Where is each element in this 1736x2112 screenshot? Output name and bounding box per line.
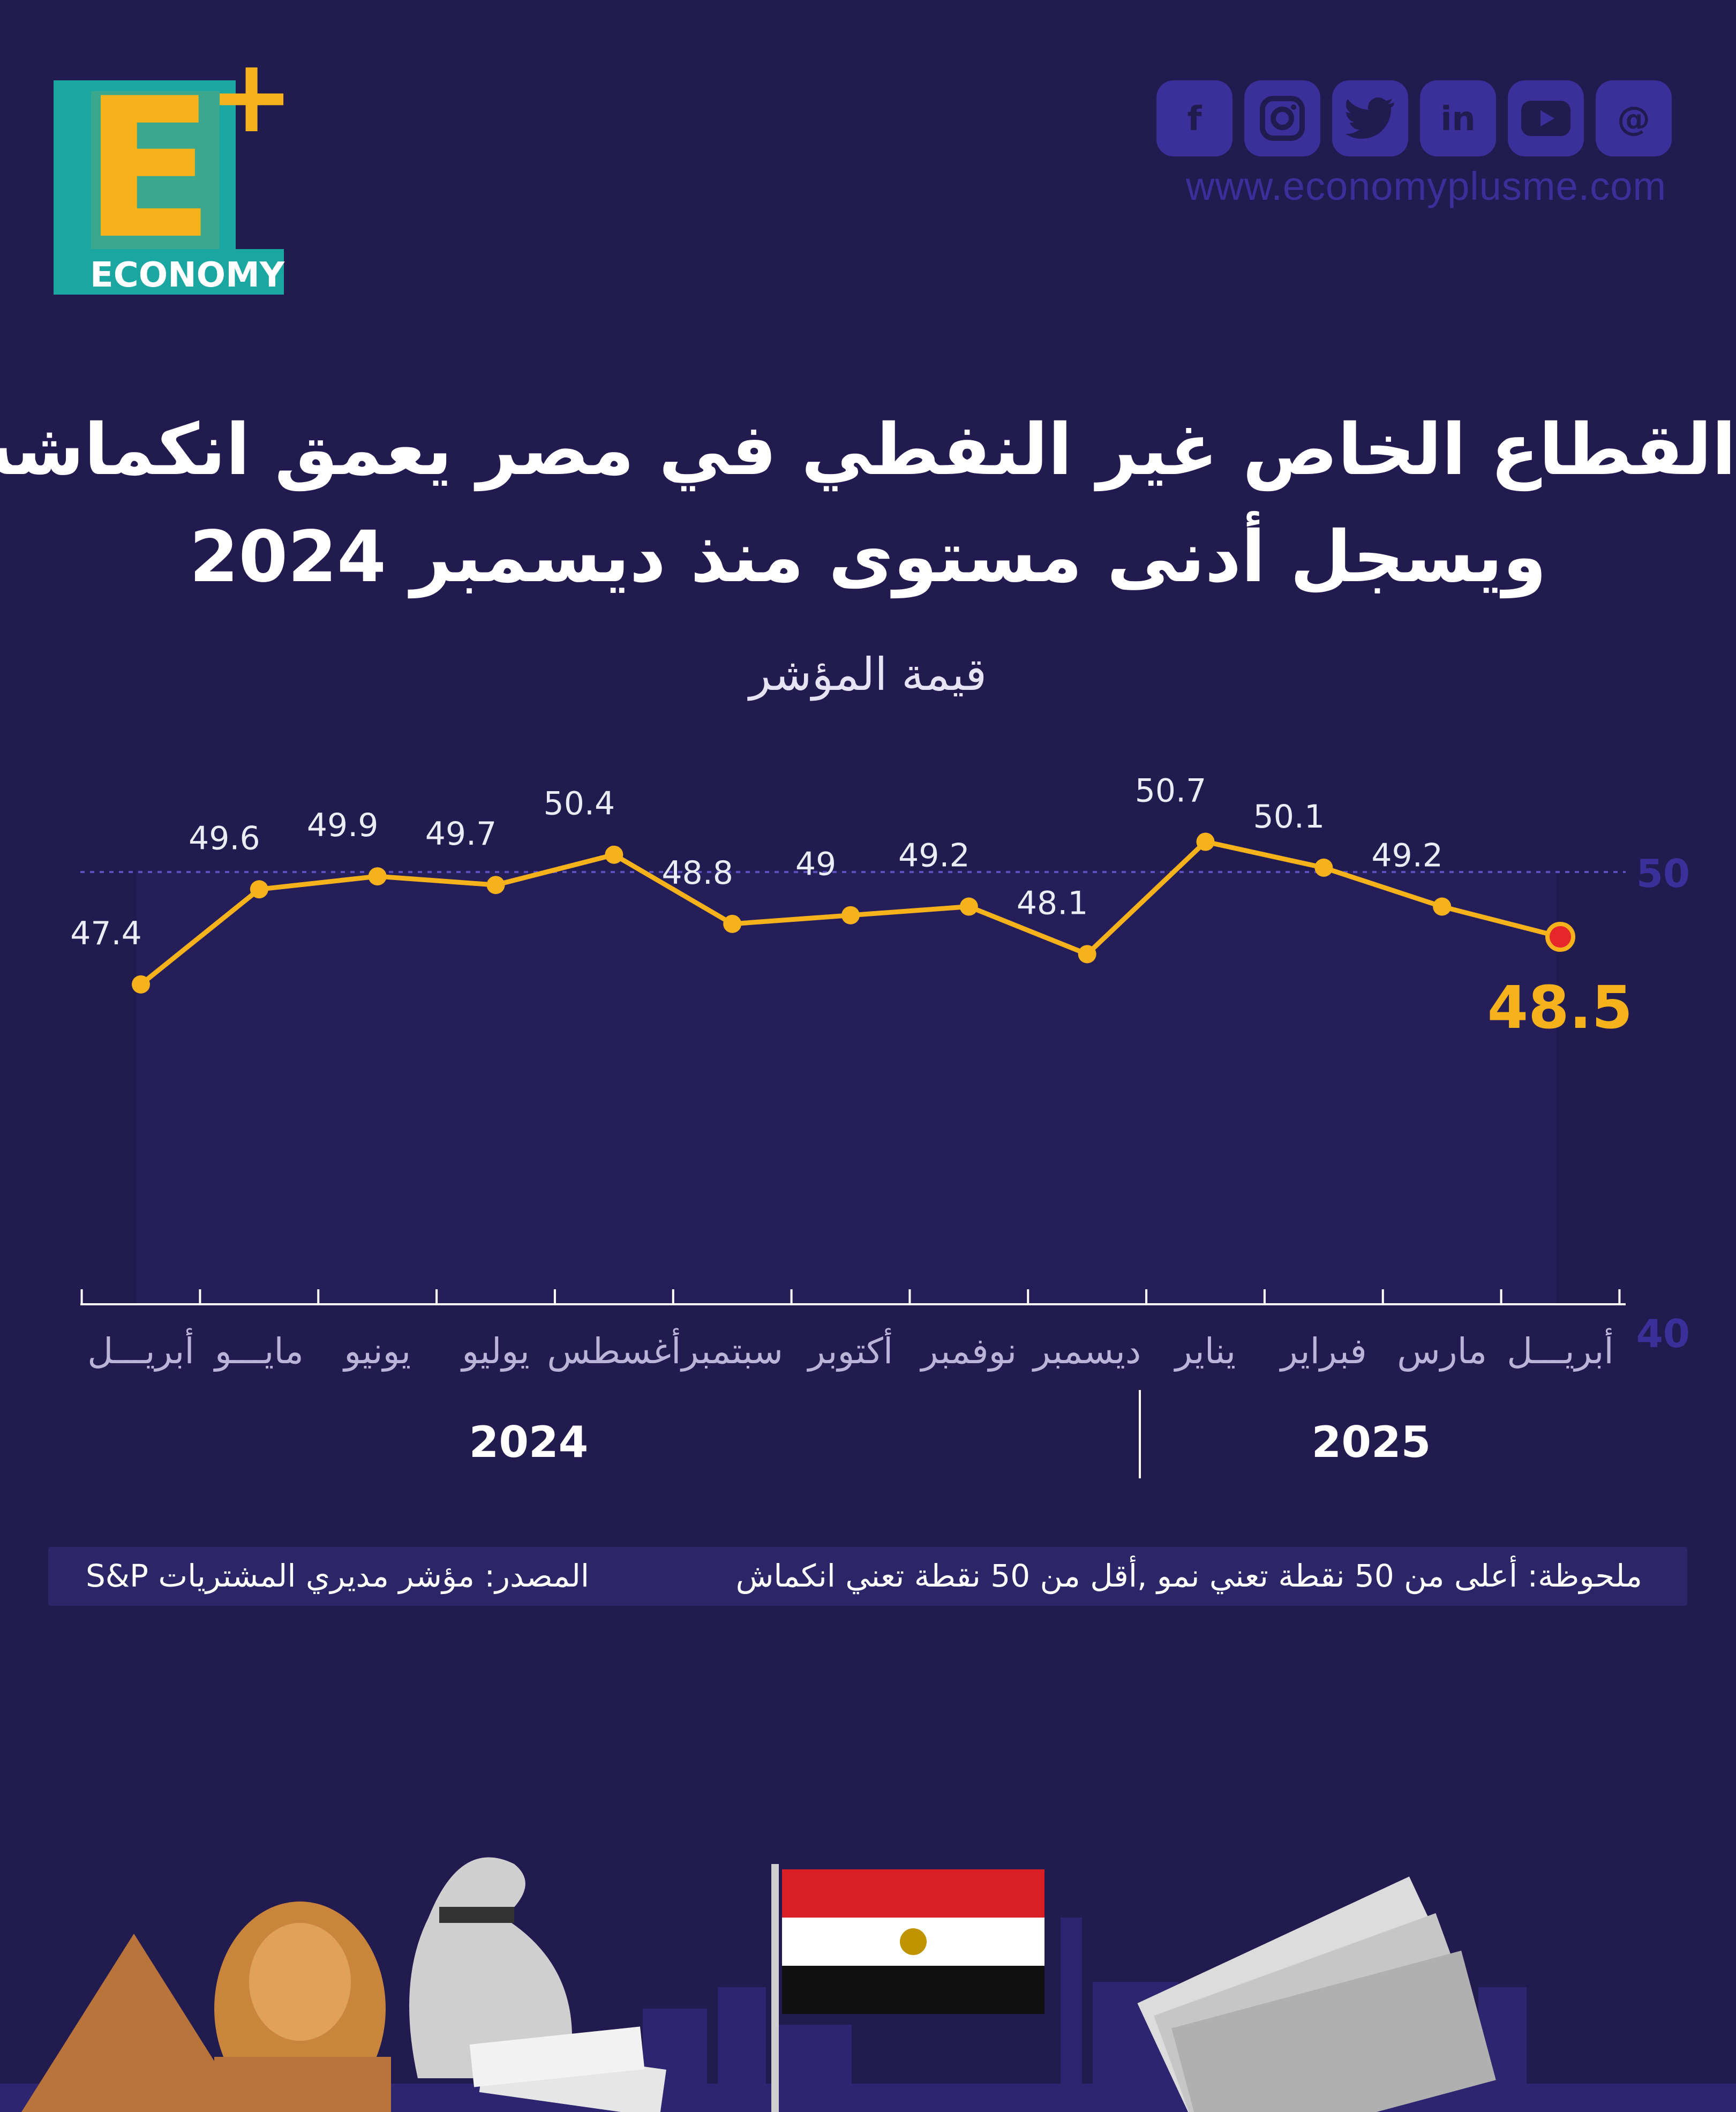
- footer-source: المصدر: مؤشر مديري المشتريات S&P: [86, 1558, 590, 1594]
- title-line-2: ويسجل أدنى مستوى منذ ديسمبر 2024: [189, 516, 1547, 598]
- plot-background: [137, 870, 1556, 1304]
- instagram-icon[interactable]: [1244, 80, 1320, 156]
- data-point: [841, 906, 860, 925]
- data-label: 47.4: [70, 915, 142, 952]
- data-point: [250, 880, 268, 899]
- banknotes-icon: [1137, 1876, 1496, 2112]
- y-axis-label: قيمة المؤشر: [749, 648, 987, 701]
- logo-text: ECONOMY: [90, 255, 285, 295]
- x-tick-label: أغسطس: [547, 1328, 681, 1372]
- data-point: [1545, 922, 1575, 952]
- twitter-icon[interactable]: [1332, 80, 1408, 156]
- x-tick-label: يونيو: [342, 1331, 411, 1372]
- social-icons: f in @: [1156, 80, 1672, 156]
- data-label: 48.1: [1017, 884, 1088, 922]
- data-point: [959, 897, 978, 916]
- facebook-icon[interactable]: f: [1156, 80, 1233, 156]
- year-label-2024: 2024: [469, 1417, 589, 1467]
- x-tick-label: يناير: [1174, 1331, 1236, 1372]
- x-tick-label: أبريـــل: [1507, 1328, 1613, 1372]
- x-tick-label: مارس: [1397, 1331, 1487, 1372]
- economy-plus-logo: E + ECONOMY: [54, 59, 294, 295]
- data-label: 49: [795, 846, 836, 883]
- x-tick-label: مايـــو: [213, 1331, 304, 1372]
- website-link[interactable]: www.economyplusme.com: [1186, 164, 1666, 208]
- threads-icon[interactable]: @: [1596, 80, 1672, 156]
- x-tick-label: فبراير: [1279, 1331, 1367, 1372]
- year-label-2025: 2025: [1312, 1417, 1431, 1467]
- data-point: [1196, 832, 1215, 851]
- title-line-1: القطاع الخاص غير النفطي في مصر يعمق انكم…: [0, 409, 1736, 491]
- data-label: 49.6: [189, 820, 260, 857]
- x-tick-label: نوفمبر: [920, 1331, 1017, 1372]
- egypt-illustration: [0, 1857, 1736, 2112]
- linkedin-icon[interactable]: in: [1420, 80, 1496, 156]
- data-point: [368, 867, 387, 886]
- data-point: [486, 876, 505, 895]
- line-chart: 50 40 47.4 49.6 49.9 49.7 50.4 48.8 49 49.2 48.1…: [70, 772, 1690, 1478]
- y-tick-40: 40: [1636, 1311, 1690, 1356]
- y-tick-50: 50: [1636, 851, 1690, 896]
- data-label: 49.9: [307, 807, 379, 844]
- data-point: [1314, 858, 1333, 877]
- footer-bar: [48, 1547, 1687, 1606]
- x-tick-label: أبريـــل: [87, 1328, 194, 1372]
- data-label: 50.4: [544, 785, 615, 823]
- youtube-icon[interactable]: [1508, 80, 1584, 156]
- data-label: 50.1: [1253, 798, 1325, 836]
- x-tick-label: أكتوبر: [807, 1328, 893, 1372]
- pyramid-icon: [21, 1934, 246, 2112]
- data-point: [1078, 945, 1096, 964]
- logo-plus: +: [209, 59, 294, 155]
- data-point: [1433, 897, 1452, 916]
- cash-stack-icon: [469, 2026, 666, 2112]
- data-label: 50.7: [1135, 772, 1207, 810]
- data-label-last: 48.5: [1487, 973, 1633, 1042]
- chart-title: القطاع الخاص غير النفطي في مصر يعمق انكم…: [0, 396, 1736, 611]
- egypt-flag-icon: [771, 1864, 1044, 2112]
- data-label: 49.2: [1371, 837, 1443, 875]
- x-tick-label: ديسمبر: [1032, 1331, 1141, 1372]
- logo-letter: E: [83, 59, 215, 281]
- data-label: 48.8: [662, 854, 733, 892]
- x-tick-label: سبتمبر: [680, 1331, 783, 1372]
- data-point: [723, 914, 742, 933]
- data-point: [605, 845, 623, 864]
- sphinx-icon: [214, 1901, 391, 2112]
- footer-note: ملحوظة: أعلى من 50 نقطة تعني نمو ,أقل من…: [735, 1558, 1642, 1594]
- x-tick-label: يوليو: [460, 1331, 530, 1372]
- data-label: 49.2: [898, 837, 970, 875]
- data-label: 49.7: [425, 815, 497, 853]
- money-bag-icon: [409, 1857, 572, 2078]
- data-point: [132, 975, 150, 994]
